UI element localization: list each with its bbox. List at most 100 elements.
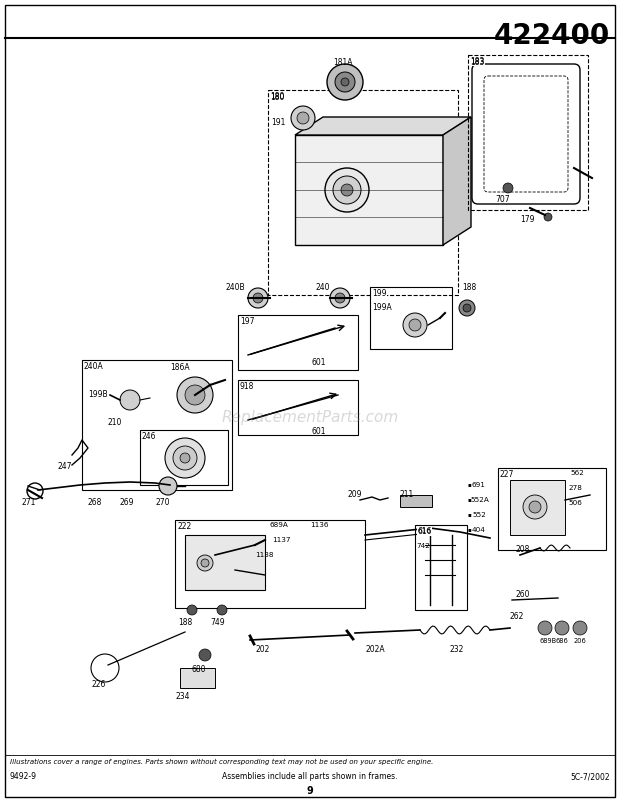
Text: 202: 202 bbox=[255, 645, 269, 654]
Text: 1137: 1137 bbox=[272, 537, 291, 543]
Circle shape bbox=[341, 78, 349, 86]
Text: 247: 247 bbox=[58, 462, 73, 471]
Bar bbox=[175, 520, 365, 608]
Text: 199B: 199B bbox=[88, 390, 108, 399]
Circle shape bbox=[185, 385, 205, 405]
Text: 202A: 202A bbox=[365, 645, 384, 654]
Circle shape bbox=[120, 390, 140, 410]
Text: 262: 262 bbox=[510, 612, 525, 621]
Circle shape bbox=[197, 555, 213, 571]
Text: 179: 179 bbox=[520, 215, 534, 224]
Circle shape bbox=[201, 559, 209, 567]
Bar bbox=[238, 380, 358, 435]
Bar bbox=[415, 525, 467, 610]
Circle shape bbox=[187, 605, 197, 615]
Bar bbox=[140, 430, 228, 485]
Text: 208: 208 bbox=[515, 545, 529, 554]
Circle shape bbox=[409, 319, 421, 331]
Text: 197: 197 bbox=[240, 317, 254, 326]
Text: 240: 240 bbox=[315, 283, 329, 292]
Circle shape bbox=[403, 313, 427, 337]
Text: 183: 183 bbox=[470, 57, 484, 66]
Text: 232: 232 bbox=[450, 645, 464, 654]
Text: 404: 404 bbox=[472, 527, 486, 533]
Text: 616: 616 bbox=[418, 528, 432, 534]
Text: 691: 691 bbox=[472, 482, 486, 488]
Text: 616: 616 bbox=[417, 527, 432, 536]
Circle shape bbox=[335, 293, 345, 303]
Circle shape bbox=[180, 453, 190, 463]
Text: 222: 222 bbox=[177, 522, 191, 531]
Text: ReplacementParts.com: ReplacementParts.com bbox=[221, 410, 399, 424]
Text: 278: 278 bbox=[568, 485, 582, 491]
Text: 227: 227 bbox=[500, 470, 515, 479]
Text: 226: 226 bbox=[92, 680, 107, 689]
Text: 188: 188 bbox=[462, 283, 476, 292]
Text: 689B: 689B bbox=[539, 638, 556, 644]
Text: 260: 260 bbox=[515, 590, 529, 599]
Circle shape bbox=[538, 621, 552, 635]
Bar bbox=[82, 360, 232, 490]
Text: 9: 9 bbox=[307, 786, 313, 796]
Circle shape bbox=[159, 477, 177, 495]
Text: 918: 918 bbox=[240, 382, 254, 391]
Text: 234: 234 bbox=[175, 692, 190, 701]
Text: 246: 246 bbox=[142, 432, 156, 441]
Circle shape bbox=[523, 495, 547, 519]
Circle shape bbox=[341, 184, 353, 196]
Circle shape bbox=[335, 72, 355, 92]
Text: 1138: 1138 bbox=[255, 552, 273, 558]
Text: 680: 680 bbox=[192, 665, 206, 674]
Text: 742: 742 bbox=[416, 543, 430, 549]
Text: Assemblies include all parts shown in frames.: Assemblies include all parts shown in fr… bbox=[222, 772, 398, 781]
Text: 9492-9: 9492-9 bbox=[10, 772, 37, 781]
Text: 186A: 186A bbox=[170, 363, 190, 372]
Circle shape bbox=[333, 176, 361, 204]
Text: 749: 749 bbox=[210, 618, 224, 627]
Text: 270: 270 bbox=[155, 498, 169, 507]
Text: 191: 191 bbox=[271, 118, 285, 127]
Text: 601: 601 bbox=[312, 358, 327, 367]
Text: 211: 211 bbox=[400, 490, 414, 499]
Text: 188: 188 bbox=[178, 618, 192, 627]
Text: 552: 552 bbox=[472, 512, 486, 518]
Text: 209: 209 bbox=[348, 490, 363, 499]
Circle shape bbox=[503, 183, 513, 193]
Circle shape bbox=[330, 288, 350, 308]
Text: ▪: ▪ bbox=[468, 512, 472, 517]
Text: 181A: 181A bbox=[333, 58, 353, 67]
Circle shape bbox=[177, 377, 213, 413]
Polygon shape bbox=[295, 117, 471, 135]
Bar bbox=[180, 668, 215, 688]
Bar bbox=[185, 535, 265, 590]
Circle shape bbox=[555, 621, 569, 635]
Circle shape bbox=[544, 213, 552, 221]
Text: 686: 686 bbox=[556, 638, 569, 644]
Text: 210: 210 bbox=[108, 418, 122, 427]
Circle shape bbox=[173, 446, 197, 470]
Text: 5C-7/2002: 5C-7/2002 bbox=[570, 772, 610, 781]
Text: 269: 269 bbox=[120, 498, 135, 507]
Polygon shape bbox=[443, 117, 471, 245]
Text: ▪: ▪ bbox=[468, 483, 472, 488]
Text: 271: 271 bbox=[22, 498, 37, 507]
Text: 240B: 240B bbox=[225, 283, 245, 292]
Bar bbox=[238, 315, 358, 370]
Text: 180: 180 bbox=[270, 92, 285, 101]
Text: 240A: 240A bbox=[84, 362, 104, 371]
Text: 422400: 422400 bbox=[494, 22, 610, 50]
Circle shape bbox=[327, 64, 363, 100]
Circle shape bbox=[291, 106, 315, 130]
Text: 562: 562 bbox=[570, 470, 584, 476]
Text: 601: 601 bbox=[312, 427, 327, 436]
Circle shape bbox=[248, 288, 268, 308]
Circle shape bbox=[529, 501, 541, 513]
Text: Illustrations cover a range of engines. Parts shown without corresponding text m: Illustrations cover a range of engines. … bbox=[10, 759, 433, 765]
Text: 707: 707 bbox=[495, 195, 510, 204]
Bar bbox=[295, 135, 443, 245]
Text: 180: 180 bbox=[270, 93, 285, 102]
Circle shape bbox=[199, 649, 211, 661]
Circle shape bbox=[325, 168, 369, 212]
Text: ▪: ▪ bbox=[468, 528, 472, 533]
Circle shape bbox=[165, 438, 205, 478]
